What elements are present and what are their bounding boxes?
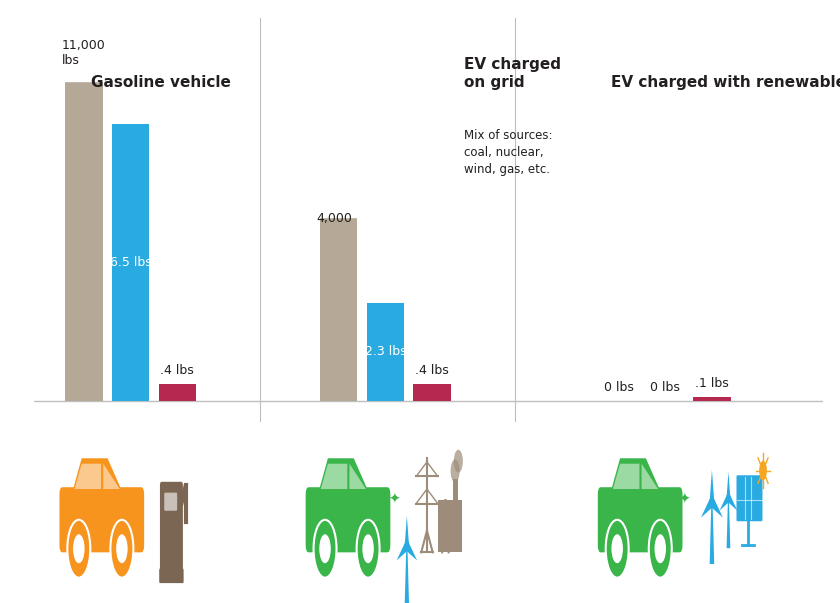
FancyBboxPatch shape	[160, 569, 184, 583]
FancyBboxPatch shape	[306, 487, 391, 552]
Text: PM$_{2.5}$: PM$_{2.5}$	[0, 602, 1, 603]
Polygon shape	[103, 464, 120, 489]
Polygon shape	[710, 502, 714, 564]
Polygon shape	[321, 464, 347, 489]
FancyBboxPatch shape	[60, 487, 144, 552]
Polygon shape	[727, 497, 730, 548]
Text: NO$_x$: NO$_x$	[0, 602, 1, 603]
Text: NO$_x$: NO$_x$	[0, 602, 1, 603]
Polygon shape	[711, 497, 723, 517]
Text: EV charged with renewables: EV charged with renewables	[612, 75, 840, 90]
Circle shape	[759, 461, 767, 481]
Polygon shape	[405, 546, 409, 603]
Polygon shape	[71, 458, 122, 494]
Text: .4 lbs: .4 lbs	[415, 364, 449, 377]
Circle shape	[313, 520, 337, 578]
Text: ✦: ✦	[388, 493, 400, 507]
Polygon shape	[405, 516, 409, 546]
Bar	[453, 479, 458, 552]
Circle shape	[319, 534, 331, 563]
Polygon shape	[710, 470, 714, 502]
Bar	[438, 500, 461, 552]
Polygon shape	[75, 464, 101, 489]
Polygon shape	[701, 497, 713, 517]
Text: EV charged
on grid: EV charged on grid	[465, 57, 561, 90]
Bar	[320, 205, 357, 401]
Polygon shape	[727, 472, 730, 497]
Text: Gasoline vehicle: Gasoline vehicle	[91, 75, 231, 90]
Text: ✦: ✦	[679, 493, 690, 507]
FancyBboxPatch shape	[160, 482, 183, 579]
Polygon shape	[727, 493, 738, 511]
Circle shape	[357, 520, 380, 578]
Polygon shape	[349, 464, 366, 489]
Text: 6.5 lbs: 6.5 lbs	[110, 256, 151, 269]
Circle shape	[612, 534, 623, 563]
FancyBboxPatch shape	[598, 487, 683, 552]
Circle shape	[710, 496, 714, 508]
Polygon shape	[610, 458, 660, 494]
Bar	[367, 303, 404, 401]
Text: PM$_{2.5}$: PM$_{2.5}$	[0, 602, 1, 603]
Text: 2.3 lbs: 2.3 lbs	[365, 346, 407, 358]
Circle shape	[110, 520, 134, 578]
FancyBboxPatch shape	[165, 493, 177, 511]
Polygon shape	[406, 541, 417, 561]
Text: CO$_2$e: CO$_2$e	[0, 602, 1, 603]
Circle shape	[727, 493, 730, 502]
Circle shape	[405, 540, 409, 551]
Text: .1 lbs: .1 lbs	[695, 377, 729, 390]
Polygon shape	[318, 458, 368, 494]
Circle shape	[67, 520, 91, 578]
Text: .4 lbs: .4 lbs	[160, 364, 194, 377]
Text: NO$_x$: NO$_x$	[0, 602, 1, 603]
Circle shape	[73, 534, 85, 563]
Circle shape	[362, 534, 374, 563]
Bar	[159, 384, 196, 401]
Circle shape	[606, 520, 628, 578]
Circle shape	[654, 534, 666, 563]
Text: CO$_2$e: CO$_2$e	[0, 602, 1, 603]
Bar	[413, 384, 450, 401]
FancyBboxPatch shape	[737, 475, 763, 521]
Text: CO$_2$e: CO$_2$e	[0, 602, 1, 603]
Bar	[112, 124, 150, 401]
Text: 0 lbs: 0 lbs	[604, 382, 633, 394]
Text: Mix of sources:
coal, nuclear,
wind, gas, etc.: Mix of sources: coal, nuclear, wind, gas…	[465, 128, 553, 175]
Polygon shape	[720, 493, 729, 511]
Text: 0 lbs: 0 lbs	[650, 382, 680, 394]
Polygon shape	[613, 464, 639, 489]
Text: 4,000: 4,000	[317, 212, 352, 224]
Polygon shape	[642, 464, 658, 489]
Bar	[66, 69, 102, 401]
Circle shape	[116, 534, 128, 563]
Circle shape	[450, 459, 459, 482]
Text: PM$_{2.5}$: PM$_{2.5}$	[0, 602, 1, 603]
Circle shape	[648, 520, 672, 578]
Polygon shape	[396, 541, 408, 561]
Text: 11,000
lbs: 11,000 lbs	[61, 39, 105, 67]
Circle shape	[454, 450, 463, 473]
Bar	[693, 397, 731, 401]
